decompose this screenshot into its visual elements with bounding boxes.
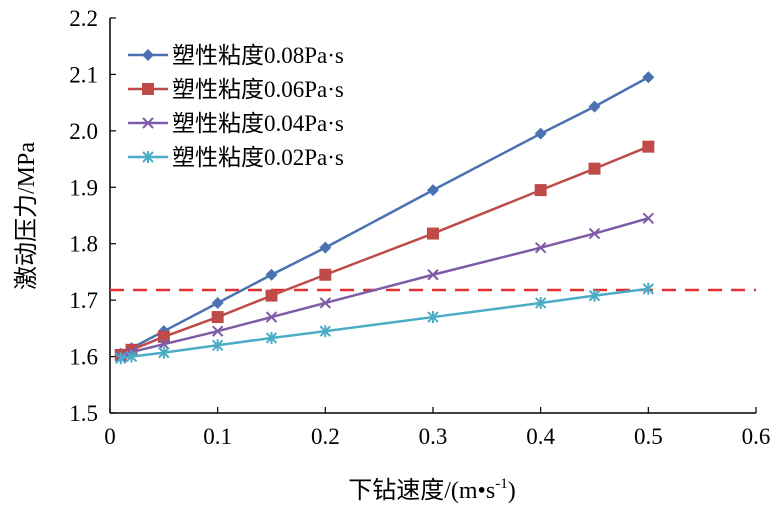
series-2 [114, 140, 655, 361]
y-tick-label: 1.5 [69, 401, 98, 426]
series-line [120, 217, 649, 358]
legend-marker-stroke [142, 117, 154, 129]
x-tick-label: 0.4 [526, 424, 555, 449]
series-3 [115, 212, 655, 363]
y-tick-label: 1.7 [69, 288, 98, 313]
legend-marker [142, 83, 154, 95]
y-tick-label: 2.0 [69, 119, 98, 144]
legend-marker [142, 117, 154, 129]
data-point [211, 325, 224, 337]
data-point [642, 140, 655, 153]
data-point [265, 311, 278, 323]
series-group [114, 71, 655, 365]
data-point [427, 227, 439, 240]
data-point-stroke [427, 269, 439, 281]
legend-item-3: 塑性粘度0.04Pa·s [128, 111, 344, 136]
data-point [158, 346, 170, 359]
x-tick-label: 0 [104, 424, 116, 449]
data-point [588, 162, 601, 175]
x-axis-title-superscript: -1 [495, 476, 508, 492]
series-4 [115, 282, 655, 365]
x-axis-title-main: 下钻速度/(m•s [348, 477, 495, 504]
data-point-stroke [158, 338, 170, 350]
data-point [534, 184, 547, 197]
y-tick-label: 1.8 [69, 232, 98, 257]
series-line [120, 76, 649, 355]
y-tick-label: 2.2 [69, 6, 98, 31]
data-point [588, 289, 601, 302]
legend-item-2: 塑性粘度0.06Pa·s [128, 77, 344, 102]
data-point [534, 296, 547, 309]
y-tick-label: 1.9 [69, 175, 98, 200]
data-point [211, 296, 224, 309]
x-axis-title: 下钻速度/(m•s-1) [348, 476, 516, 504]
legend-marker [142, 49, 154, 61]
axes: 1.5 1.6 1.7 1.8 1.9 2.0 2.1 2.2 0 0.1 0.2 0.3 0.4 0.5… [69, 6, 770, 449]
series-line [120, 145, 649, 357]
data-point [265, 331, 278, 344]
data-point [642, 282, 655, 295]
data-point [319, 325, 332, 338]
series-line [120, 287, 649, 360]
data-point [427, 311, 439, 324]
data-point [211, 311, 224, 324]
data-point [211, 339, 224, 352]
data-point-stroke [319, 297, 332, 309]
data-point [125, 350, 138, 363]
x-tick-label: 0.2 [311, 424, 340, 449]
legend-label: 塑性粘度0.06Pa·s [172, 77, 344, 102]
legend-item-1: 塑性粘度0.08Pa·s [128, 43, 344, 68]
data-point-stroke [642, 212, 655, 225]
data-point [319, 268, 332, 281]
data-point-stroke [588, 227, 601, 240]
legend-label: 塑性粘度0.04Pa·s [172, 111, 344, 136]
data-point [588, 227, 601, 240]
data-point [642, 71, 655, 84]
legend: 塑性粘度0.08Pa·s 塑性粘度0.06Pa·s 塑性粘度0.04Pa·s 塑性粘度… [128, 43, 344, 170]
data-point [534, 241, 547, 254]
data-point [642, 212, 655, 225]
data-point [588, 100, 601, 113]
data-point [427, 184, 439, 197]
legend-label: 塑性粘度0.02Pa·s [172, 145, 344, 170]
x-tick-label: 0.1 [203, 424, 232, 449]
data-point [427, 269, 439, 281]
x-axis-title-close: ) [508, 478, 516, 504]
data-point-stroke [211, 325, 224, 337]
legend-marker [142, 151, 154, 163]
data-point [265, 289, 278, 302]
legend-label: 塑性粘度0.08Pa·s [172, 43, 344, 68]
data-point [115, 352, 127, 365]
data-point [158, 338, 170, 350]
data-point [265, 268, 278, 281]
data-point [534, 127, 547, 140]
x-tick-label: 0.3 [419, 424, 448, 449]
data-point [125, 343, 138, 356]
x-tick-label: 0.6 [742, 424, 771, 449]
legend-item-4: 塑性粘度0.02Pa·s [128, 145, 344, 170]
data-point [319, 297, 332, 309]
data-point-stroke [534, 241, 547, 254]
data-point-stroke [265, 311, 278, 323]
y-tick-label: 2.1 [69, 62, 98, 87]
y-axis-title: 激动压力/MPa [13, 142, 40, 290]
x-tick-label: 0.5 [634, 424, 663, 449]
data-point [319, 241, 332, 254]
y-tick-label: 1.6 [69, 345, 98, 370]
